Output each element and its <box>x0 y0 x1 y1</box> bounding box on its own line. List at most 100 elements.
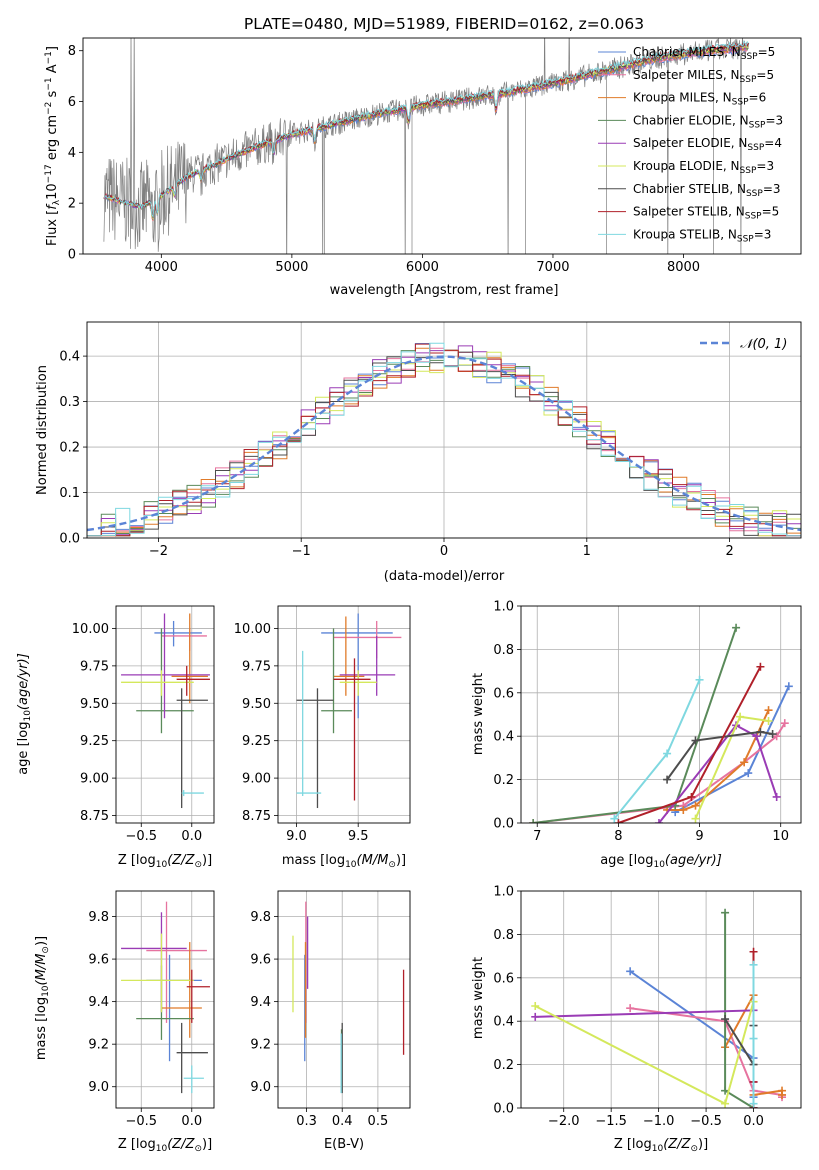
data-point <box>764 706 773 715</box>
axes-frame <box>520 605 802 824</box>
x-axis-label: Z [log10(Z/Z⊙)] <box>118 1137 212 1154</box>
label-part: =5 <box>762 205 780 219</box>
y-tick-label: 9.75 <box>80 659 109 674</box>
data-point <box>749 1099 758 1108</box>
label-part: (Z/Z <box>167 853 195 868</box>
y-tick-label: 0.4 <box>493 730 514 745</box>
label-part: ⊙ <box>194 1144 202 1154</box>
label-part: 10 <box>41 985 51 997</box>
error-bar <box>121 613 210 719</box>
label-part: =3 <box>763 182 781 196</box>
plot-area <box>521 891 801 1108</box>
legend-entry: Kroupa ELODIE, NSSP=3 <box>633 159 774 176</box>
legend-entry: Chabrier MILES, NSSP=5 <box>633 45 775 62</box>
panel-spectrum: 4000 5000 6000 7000 8000 0 2 4 6 8 wavelength [Ang… <box>44 37 802 298</box>
x-axis-label: (data-model)/error <box>384 569 505 584</box>
label-part: SSP <box>740 166 757 176</box>
y-tick-label: 9.0 <box>88 1080 109 1095</box>
data-point <box>721 1015 730 1024</box>
y-tick-label: 10.00 <box>72 622 109 637</box>
y-axis-label: mass [log10(M/M⊙)] <box>34 936 51 1060</box>
label-part: 10 <box>45 183 60 200</box>
label-part: ⊙ <box>194 860 202 870</box>
x-tick-label: −2.0 <box>548 1114 580 1129</box>
series-line <box>658 724 778 823</box>
series-line <box>618 666 762 823</box>
label-part: 10 <box>345 860 357 870</box>
axes-frame <box>277 890 411 1109</box>
x-tick-label: 5000 <box>275 260 308 275</box>
data-point <box>529 819 538 823</box>
y-tick-label: 6 <box>68 95 76 110</box>
data-point <box>749 947 758 956</box>
y-tick-label: 9.00 <box>242 772 271 787</box>
data-point <box>687 792 696 801</box>
series-line <box>674 685 790 813</box>
y-tick-label: 0.4 <box>493 1015 514 1030</box>
data-point <box>614 819 623 823</box>
data-point <box>744 769 753 778</box>
label-part: Z [log <box>118 1137 156 1152</box>
legend-entry: Salpeter STELIB, NSSP=5 <box>633 205 779 222</box>
y-tick-label: 9.6 <box>88 953 109 968</box>
legend-entry: 𝒩(0, 1) <box>740 337 787 352</box>
label-part: =3 <box>754 227 772 241</box>
label-part: mass [log <box>34 997 49 1060</box>
x-tick-label: 0 <box>440 544 448 559</box>
y-tick-label: 0.2 <box>493 1058 514 1073</box>
x-tick-label: −1 <box>292 544 311 559</box>
label-part: SSP <box>737 234 754 244</box>
data-point <box>756 662 765 671</box>
x-axis-label: mass [log10(M/M⊙)] <box>282 853 406 870</box>
y-tick-label: 9.6 <box>250 953 271 968</box>
x-tick-label: 0.5 <box>368 1114 389 1129</box>
x-tick-label: 8 <box>614 829 622 844</box>
legend-entry: Kroupa STELIB, NSSP=3 <box>633 227 771 244</box>
panel-mass-vs-z: −0.5 0.09.09.29.49.69.8Z [log10(Z/Z⊙)]mas… <box>34 890 215 1154</box>
label-part: −1 <box>44 51 54 64</box>
label-part: )] <box>698 1137 708 1152</box>
y-tick-label: 0.2 <box>493 773 514 788</box>
label-part: =5 <box>756 68 774 82</box>
label-part: Chabrier MILES, N <box>633 45 741 59</box>
y-tick-label: 0.6 <box>493 686 514 701</box>
label-part: Flux [ <box>45 210 60 246</box>
plot-area <box>278 606 410 823</box>
data-point <box>691 801 700 810</box>
axes-frame <box>520 890 802 1109</box>
x-axis-label: age [log10(age/yr)] <box>600 853 722 870</box>
data-point <box>691 736 700 745</box>
error-bar <box>121 670 194 696</box>
label-part: Chabrier ELODIE, N <box>633 113 749 127</box>
label-part: )] <box>396 853 406 868</box>
histogram <box>87 342 801 537</box>
error-bar <box>176 688 208 809</box>
label-part: SSP <box>732 98 749 108</box>
data-point <box>736 712 745 721</box>
data-point <box>780 719 789 728</box>
label-part: Kroupa STELIB, N <box>633 227 737 241</box>
y-tick-label: 9.4 <box>250 995 271 1010</box>
y-tick-label: 8.75 <box>80 809 109 824</box>
label-part: f <box>45 203 60 210</box>
data-point <box>679 805 688 814</box>
data-point <box>691 814 700 823</box>
y-axis-label: age [log10(age/yr)] <box>16 653 33 775</box>
x-tick-label: 4000 <box>145 260 178 275</box>
x-axis-label: E(B-V) <box>324 1137 364 1152</box>
y-tick-label: 0.3 <box>59 395 80 410</box>
y-tick-label: 9.25 <box>242 734 271 749</box>
y-tick-label: 0.4 <box>59 350 80 365</box>
error-bar <box>339 670 377 696</box>
y-tick-label: 9.50 <box>242 697 271 712</box>
plot-area <box>87 322 801 538</box>
label-part: )] <box>34 936 49 946</box>
label-part: Kroupa MILES, N <box>633 91 732 105</box>
y-tick-label: 9.75 <box>242 659 271 674</box>
legend: 𝒩(0, 1) <box>700 337 787 352</box>
axes-frame <box>115 890 215 1109</box>
label-part: 10 <box>156 860 168 870</box>
